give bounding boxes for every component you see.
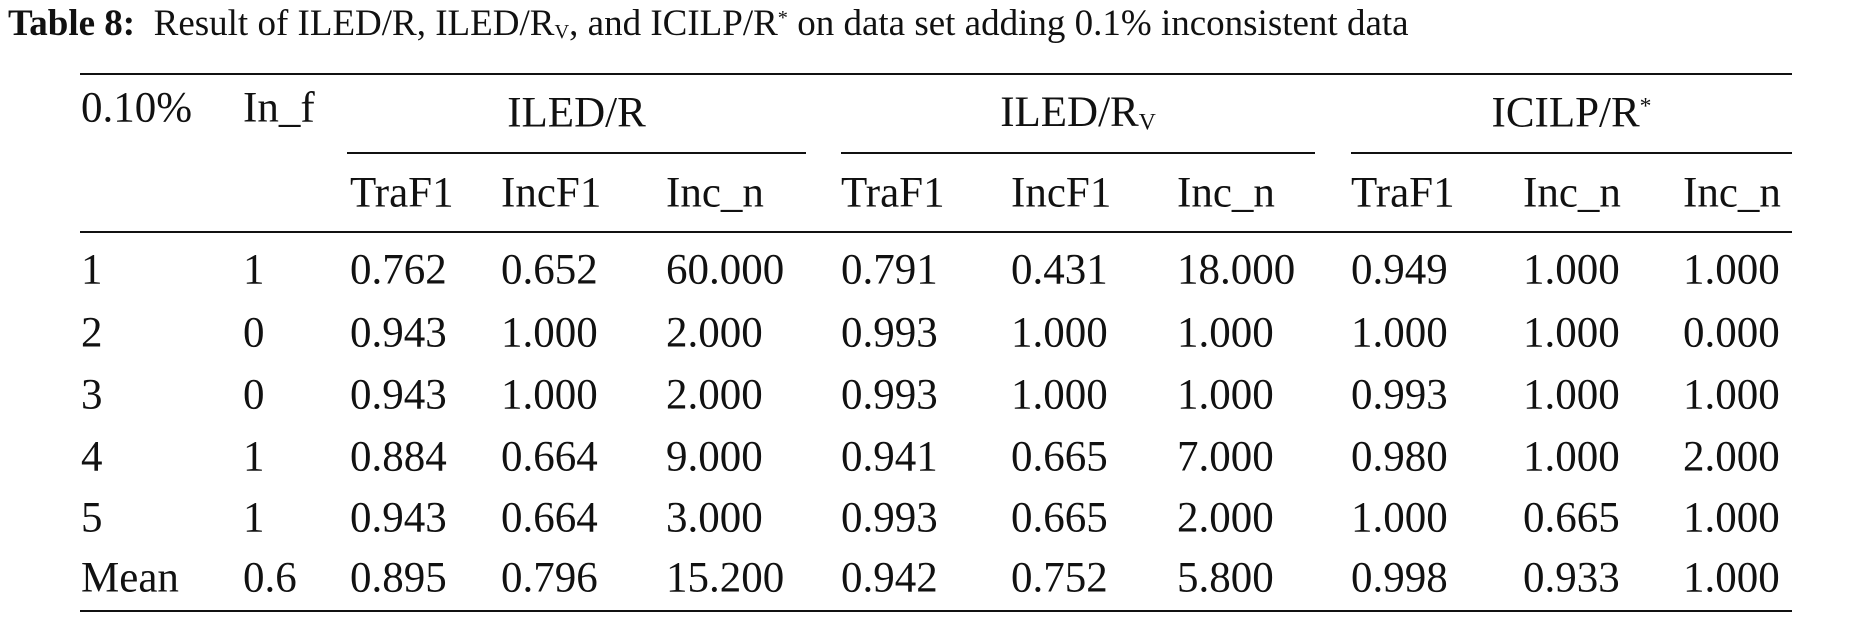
group-underline xyxy=(347,152,806,154)
table-cell: 2.000 xyxy=(1177,494,1274,542)
table-cell: 0.993 xyxy=(841,371,938,419)
table-cell: 1.000 xyxy=(1523,246,1620,294)
table-cell: 0 xyxy=(243,371,265,419)
table-cell: Mean xyxy=(81,554,179,602)
table-cell: 0.791 xyxy=(841,246,938,294)
table-cell: 1 xyxy=(243,433,265,481)
table-cell: 1 xyxy=(81,246,103,294)
column-header: Inc_n xyxy=(1177,169,1275,217)
table-cell: 1.000 xyxy=(1683,494,1780,542)
table-cell: 0.431 xyxy=(1011,246,1108,294)
table-cell: 0.664 xyxy=(501,494,598,542)
table-cell: 2.000 xyxy=(666,309,763,357)
group-superscript: * xyxy=(1639,93,1652,120)
table-cell: 0.6 xyxy=(243,554,297,602)
group-header: ILED/R xyxy=(507,92,646,135)
table-cell: 4 xyxy=(81,433,103,481)
table-cell: 1.000 xyxy=(1523,433,1620,481)
corner-header: 0.10% xyxy=(81,84,193,132)
table-cell: 2.000 xyxy=(1683,433,1780,481)
table-cell: 7.000 xyxy=(1177,433,1274,481)
mid-rule xyxy=(80,231,1792,233)
table-cell: 0.941 xyxy=(841,433,938,481)
table-cell: 1.000 xyxy=(1011,309,1108,357)
table-cell: 0.943 xyxy=(350,371,447,419)
caption-label: Table 8: xyxy=(8,3,136,44)
column-header: TraF1 xyxy=(841,169,945,217)
table-cell: 0.665 xyxy=(1523,494,1620,542)
table-cell: 5.800 xyxy=(1177,554,1274,602)
table-cell: 0.752 xyxy=(1011,554,1108,602)
caption-superscript: * xyxy=(777,6,788,29)
group-name: ILED/R xyxy=(1000,88,1139,136)
table-cell: 0.884 xyxy=(350,433,447,481)
table-caption: Table 8: Result of ILED/R, ILED/RV, and … xyxy=(8,3,1409,45)
group-underline xyxy=(841,152,1315,154)
table-cell: 0.993 xyxy=(841,309,938,357)
column-header: TraF1 xyxy=(1351,169,1455,217)
table-cell: 1.000 xyxy=(1011,371,1108,419)
group-header: ILED/RV xyxy=(1000,91,1156,135)
table-cell: 0.933 xyxy=(1523,554,1620,602)
table-cell: 3 xyxy=(81,371,103,419)
table-cell: 0.000 xyxy=(1683,309,1780,357)
caption-text: Result of ILED/R, ILED/R xyxy=(153,3,555,44)
table-cell: 0.993 xyxy=(841,494,938,542)
table-cell: 5 xyxy=(81,494,103,542)
table-cell: 1.000 xyxy=(1683,371,1780,419)
group-name: ICILP/R xyxy=(1491,89,1640,137)
table-cell: 0.665 xyxy=(1011,433,1108,481)
table-cell: 18.000 xyxy=(1177,246,1296,294)
table-cell: 0.949 xyxy=(1351,246,1448,294)
table-cell: 0.942 xyxy=(841,554,938,602)
table-cell: 1 xyxy=(243,246,265,294)
table-cell: 0.664 xyxy=(501,433,598,481)
caption-text: on data set adding 0.1% inconsistent dat… xyxy=(787,3,1409,44)
table-cell: 0.665 xyxy=(1011,494,1108,542)
column-header: In_f xyxy=(243,84,315,132)
group-subscript: V xyxy=(1138,109,1156,136)
table-cell: 60.000 xyxy=(666,246,785,294)
bottom-rule xyxy=(80,610,1792,612)
table-cell: 0.980 xyxy=(1351,433,1448,481)
table-cell: 1.000 xyxy=(1523,309,1620,357)
table-cell: 0.895 xyxy=(350,554,447,602)
table-cell: 0.993 xyxy=(1351,371,1448,419)
table-cell: 1.000 xyxy=(1683,554,1780,602)
column-header: IncF1 xyxy=(1011,169,1112,217)
table-cell: 0.652 xyxy=(501,246,598,294)
column-header: Inc_n xyxy=(1683,169,1781,217)
table-cell: 1.000 xyxy=(1177,371,1274,419)
table-cell: 2 xyxy=(81,309,103,357)
table-cell: 0 xyxy=(243,309,265,357)
table-cell: 9.000 xyxy=(666,433,763,481)
column-header: Inc_n xyxy=(666,169,764,217)
table-cell: 1.000 xyxy=(1523,371,1620,419)
group-underline xyxy=(1351,152,1792,154)
table-cell: 1.000 xyxy=(1351,309,1448,357)
table-cell: 0.943 xyxy=(350,494,447,542)
table-cell: 0.796 xyxy=(501,554,598,602)
table-cell: 15.200 xyxy=(666,554,785,602)
caption-text: , and ICILP/R xyxy=(569,3,778,44)
table-cell: 1.000 xyxy=(1351,494,1448,542)
column-header: Inc_n xyxy=(1523,169,1621,217)
table-cell: 3.000 xyxy=(666,494,763,542)
table-cell: 0.762 xyxy=(350,246,447,294)
table-cell: 2.000 xyxy=(666,371,763,419)
group-name: ILED/R xyxy=(507,89,646,137)
table-cell: 0.943 xyxy=(350,309,447,357)
column-header: TraF1 xyxy=(350,169,454,217)
table-cell: 1.000 xyxy=(1177,309,1274,357)
group-header: ICILP/R* xyxy=(1492,92,1652,135)
top-rule xyxy=(80,73,1792,75)
caption-subscript: V xyxy=(554,21,570,44)
table-cell: 1.000 xyxy=(501,371,598,419)
table-cell: 0.998 xyxy=(1351,554,1448,602)
table-cell: 1.000 xyxy=(501,309,598,357)
column-header: IncF1 xyxy=(501,169,602,217)
table-cell: 1 xyxy=(243,494,265,542)
table-cell: 1.000 xyxy=(1683,246,1780,294)
